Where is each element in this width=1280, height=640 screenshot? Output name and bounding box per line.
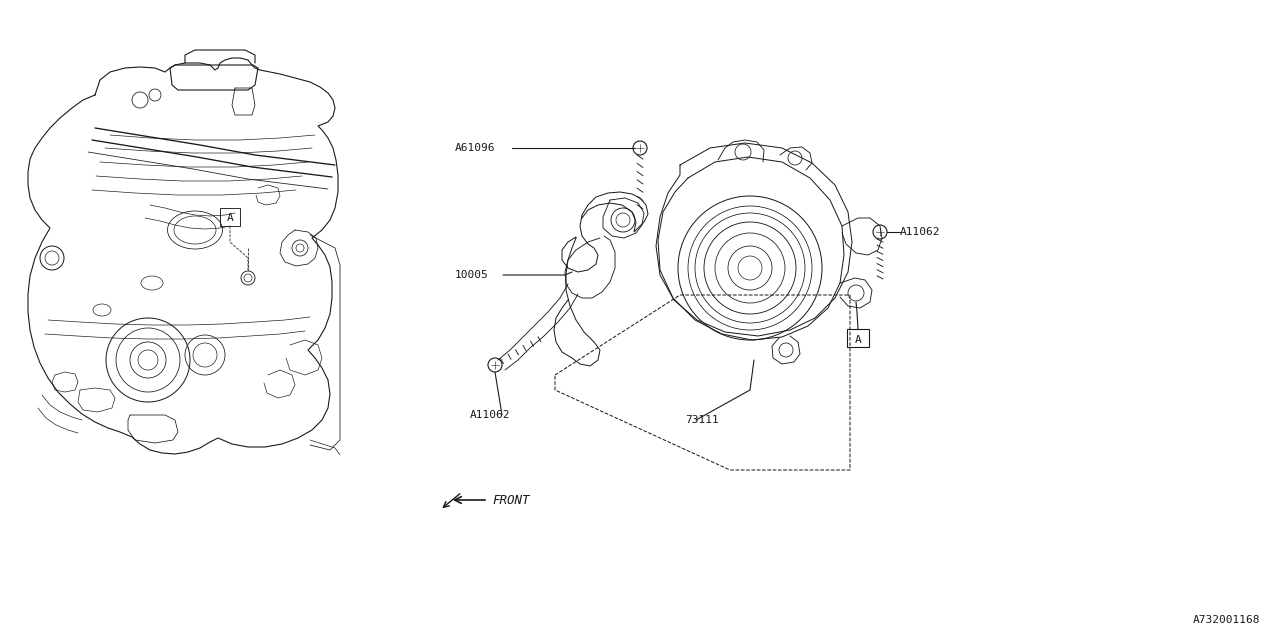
Text: A: A xyxy=(855,335,861,345)
Text: A11062: A11062 xyxy=(900,227,941,237)
Text: A11062: A11062 xyxy=(470,410,511,420)
Text: A: A xyxy=(227,213,233,223)
Text: FRONT: FRONT xyxy=(492,493,530,506)
Text: 73111: 73111 xyxy=(685,415,719,425)
Text: A732001168: A732001168 xyxy=(1193,615,1260,625)
Text: 10005: 10005 xyxy=(454,270,489,280)
Text: A61096: A61096 xyxy=(454,143,495,153)
